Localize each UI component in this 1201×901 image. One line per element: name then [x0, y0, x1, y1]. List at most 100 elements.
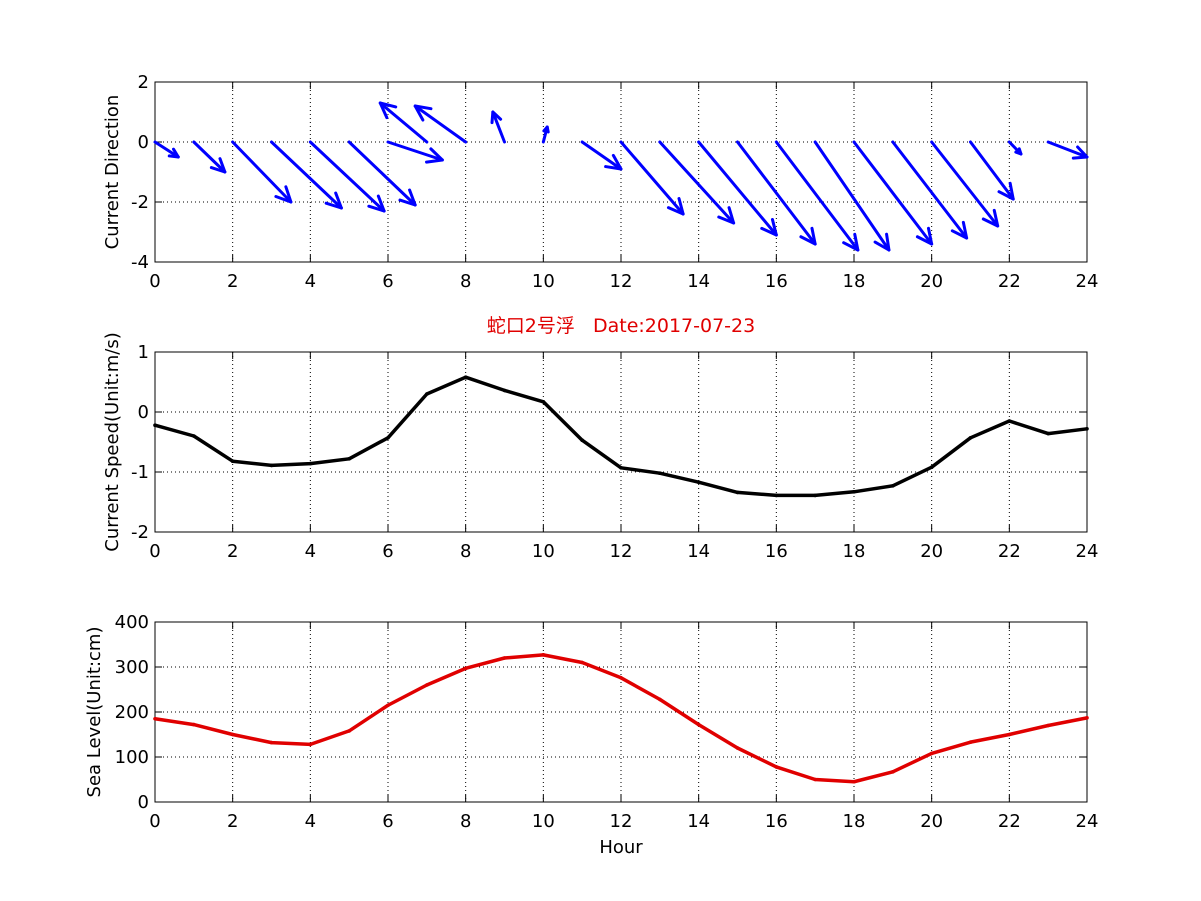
current-arrow-shaft [774, 140, 860, 252]
current-speed-axes [154, 351, 1088, 533]
current-speed-point [658, 471, 662, 476]
current-direction-ylabel: Current Direction [102, 95, 123, 250]
current-arrow-head [1014, 147, 1023, 156]
current-direction-xtick-label: 22 [998, 271, 1021, 292]
current-arrow-shaft [1046, 140, 1089, 159]
current-arrow-shaft [231, 140, 293, 204]
current-arrow-head [873, 232, 891, 252]
sea-level-xtick-label: 6 [382, 811, 393, 832]
current-speed-point [852, 490, 856, 494]
current-arrow [658, 140, 736, 225]
sea-level-point [192, 722, 196, 727]
sea-level-line [153, 653, 1089, 784]
current-arrow-head [167, 147, 180, 159]
current-speed-ylabel: Current Speed(Unit:m/s) [102, 332, 123, 551]
current-speed-point [192, 434, 196, 438]
sea-level-point [658, 697, 662, 702]
current-arrow-head [981, 208, 1000, 228]
sea-level-grid [155, 622, 1087, 802]
sea-level-ytick-label: 0 [138, 792, 149, 813]
sea-level-point [735, 746, 740, 750]
current-arrow-shaft [308, 140, 386, 213]
current-direction-xtick-label: 16 [765, 271, 788, 292]
chart-title: 蛇口2号浮 Date:2017-07-23 [487, 315, 755, 337]
current-arrow [774, 140, 860, 252]
current-speed-point [230, 459, 235, 464]
current-arrow [697, 140, 778, 237]
current-direction-xtick-label: 8 [460, 271, 471, 292]
current-speed-ytick-label: 0 [138, 402, 149, 423]
current-arrow-head [378, 101, 398, 120]
current-arrow [153, 140, 180, 159]
sea-level-xtick-label: 4 [305, 811, 316, 832]
sea-level-point [619, 676, 623, 680]
sea-level-point [230, 732, 235, 737]
current-arrow [308, 140, 386, 213]
current-speed-point [347, 457, 351, 461]
current-speed-ticks: 0 2 4 6 8 10 12 14 16 18 20 22 24-2-101 [131, 342, 1098, 562]
current-arrow [736, 140, 817, 246]
sea-level-point [813, 777, 817, 782]
current-arrow-shaft [580, 140, 623, 171]
sea-level-ytick-label: 300 [115, 657, 149, 678]
current-arrow [192, 140, 227, 174]
sea-level-ylabel: Sea Level(Unit:cm) [84, 627, 105, 798]
sea-level-ytick-label: 100 [115, 747, 149, 768]
current-speed-point [929, 465, 934, 470]
current-arrow-head [1071, 145, 1089, 160]
sea-level-point [929, 751, 934, 756]
hour-xlabel: Hour [599, 837, 643, 858]
current-speed-point [1007, 419, 1012, 423]
current-arrow-head [799, 226, 817, 246]
sea-level-point [386, 703, 390, 708]
current-arrow [378, 101, 429, 144]
current-arrow-head [398, 188, 417, 207]
sea-level-point [968, 740, 973, 744]
sea-level-xtick-label: 0 [149, 811, 160, 832]
current-arrow [619, 140, 685, 216]
sea-level-point [696, 722, 701, 727]
current-arrow-shaft [736, 140, 817, 246]
current-arrow-shaft [813, 140, 891, 252]
sea-level-point [425, 683, 429, 687]
current-speed-xtick-label: 2 [227, 541, 238, 562]
sea-level-xtick-label: 18 [843, 811, 866, 832]
current-speed-point [696, 480, 701, 485]
sea-level-xtick-label: 2 [227, 811, 238, 832]
sea-level-xtick-label: 8 [460, 811, 471, 832]
current-speed-xtick-label: 0 [149, 541, 160, 562]
current-direction-ytick-label: 0 [138, 132, 149, 153]
current-direction-xtick-label: 18 [843, 271, 866, 292]
current-speed-point [891, 484, 895, 488]
sea-level-point [153, 716, 157, 721]
current-arrow-shaft [658, 140, 736, 225]
current-speed-xtick-label: 4 [305, 541, 316, 562]
current-arrow [347, 140, 417, 207]
sea-level-xtick-label: 24 [1076, 811, 1099, 832]
current-speed-point [735, 490, 740, 495]
current-speed-xtick-label: 18 [843, 541, 866, 562]
current-speed-panel: 0 2 4 6 8 10 12 14 16 18 20 22 24-2-101 蛇口2号浮 Date:2… [102, 315, 1098, 562]
current-arrow-head [666, 197, 685, 216]
current-arrow-head [274, 185, 293, 204]
sea-level-point [580, 660, 584, 665]
current-direction-xtick-label: 6 [382, 271, 393, 292]
current-arrow-shaft [619, 140, 685, 216]
sea-level-point [502, 656, 507, 660]
current-arrow [231, 140, 293, 204]
current-direction-xtick-label: 4 [305, 271, 316, 292]
current-speed-point [463, 375, 468, 380]
sea-level-point [891, 770, 895, 774]
current-arrow-head [490, 110, 503, 125]
current-arrow-shaft [347, 140, 417, 207]
current-direction-axes [154, 81, 1088, 263]
current-arrow-shaft [891, 140, 969, 240]
current-arrow [930, 140, 1000, 228]
sea-level-point [463, 666, 468, 671]
current-direction-panel: 0 2 4 6 8 10 12 14 16 18 20 22 24-4-202 Current Dire… [102, 72, 1098, 292]
current-arrow-shaft [153, 140, 180, 159]
current-speed-line [153, 375, 1089, 498]
current-speed-point [813, 493, 817, 498]
current-arrow [413, 104, 468, 144]
